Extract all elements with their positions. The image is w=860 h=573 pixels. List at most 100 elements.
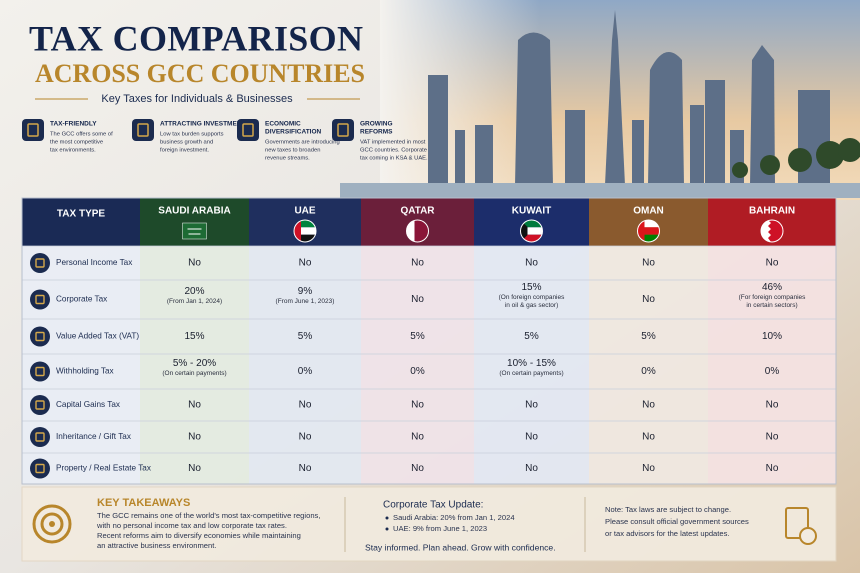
note-line: Please consult official government sourc… [605,517,749,526]
row-icon-glyph [35,366,45,377]
title: TAX COMPARISON [29,18,363,58]
flag-ring [520,219,543,243]
feature-title: REFORMS [360,129,393,136]
cell-value: No [766,400,779,411]
cell-value: No [642,400,655,411]
cell-value: No [411,432,424,443]
cell-value: 5% [410,331,425,342]
cell-value: No [766,463,779,474]
country-name: SAUDI ARABIA [158,206,230,217]
update-title: Corporate Tax Update: [383,500,483,511]
flag-part [637,220,645,242]
cell-value: 46% [762,282,782,293]
cell-value: No [299,432,312,443]
feature-icon [332,119,354,141]
cell-value: 5% [298,331,313,342]
flag-part [294,227,316,235]
flag-body [294,220,316,242]
feature-icon-glyph [242,123,254,137]
cell-value: No [642,463,655,474]
flag [520,219,543,243]
row-icon-glyph [35,331,45,342]
feature-title: GROWING [360,121,393,128]
row-icon [30,326,50,347]
column-body [361,246,474,484]
bullet [385,527,389,531]
row-icon [30,395,50,415]
flag-part [520,227,543,235]
cell-value: No [642,294,655,305]
row-icon [30,361,50,382]
feature-icon [132,119,154,141]
table-border [21,197,837,485]
cell-value: No [188,463,201,474]
palms [732,138,860,178]
cell-value: 20% [184,286,204,297]
cell-value: No [299,463,312,474]
country-name: BAHRAIN [749,206,795,217]
column-body [474,246,589,484]
target-icon [40,512,64,536]
flag-body [761,220,783,242]
column-header [22,198,140,246]
cell-value: No [642,432,655,443]
cell-value: 5% [524,331,539,342]
features: TAX-FRIENDLY The GCC offers some of the mo… [22,119,428,162]
flag [182,222,207,240]
cell-value: 0% [298,366,313,377]
update-bullet: UAE: 9% from June 1, 2023 [393,524,487,533]
cell-note: (From June 1, 2023) [276,298,335,305]
country-name: OMAN [633,206,664,217]
cell-value: No [299,400,312,411]
feature-icon-glyph [27,123,39,137]
flag [406,219,429,243]
cell-value: No [188,258,201,269]
footer-panel [21,486,837,562]
cell-value: No [299,258,312,269]
feature-icon [237,119,259,141]
feature-text: GCC countries. Corporate [360,148,427,154]
flag-part [637,220,660,228]
row-icon-glyph [35,463,45,474]
feature-text: Low tax burden supports [160,132,224,138]
feature-icon [22,119,44,141]
feature-icon-glyph [137,123,149,137]
bullet [385,516,389,520]
feature-text: business growth and [160,140,213,146]
flag [637,219,660,243]
subtitle: ACROSS GCC COUNTRIES [35,59,365,88]
row-label: Property / Real Estate Tax [56,464,151,473]
flag-ring [293,219,317,243]
cell-value: 5% - 20% [173,358,216,369]
takeaways-line: with no personal income tax and low corp… [96,521,287,530]
cell-value: 10% [762,331,782,342]
feature-title: ECONOMIC [265,121,301,128]
cell-value: No [188,400,201,411]
flag-body [406,220,429,242]
cell-value: No [766,432,779,443]
flag-ring [760,219,784,243]
row-icon [30,427,50,447]
cell-note: (For foreign companies [739,294,807,301]
flag [293,219,317,243]
cell-note: (On foreign companies [499,294,566,301]
cell-value: No [525,400,538,411]
flag-part [294,234,316,242]
flag-part [761,220,771,242]
cell-value: No [411,400,424,411]
tax-table: TAX TYPE SAUDI ARABIA UAE QATAR KUWAIT OMAN BA… [21,197,837,485]
target-icon [32,504,72,544]
water [340,183,860,198]
cell-note: in oil & gas sector) [505,302,558,309]
column-body [708,246,836,484]
feature-text: foreign investment. [160,148,209,154]
skyline [428,10,830,185]
flag-part [294,220,301,242]
cell-value: No [188,432,201,443]
flag-field [182,222,207,240]
row-label: Personal Income Tax [56,258,132,267]
cell-value: 0% [410,366,425,377]
row-icon [30,289,50,310]
flag-ring [406,219,429,243]
